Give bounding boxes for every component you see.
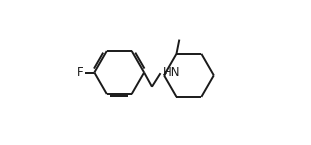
Text: F: F	[77, 66, 84, 79]
Text: HN: HN	[163, 66, 180, 79]
